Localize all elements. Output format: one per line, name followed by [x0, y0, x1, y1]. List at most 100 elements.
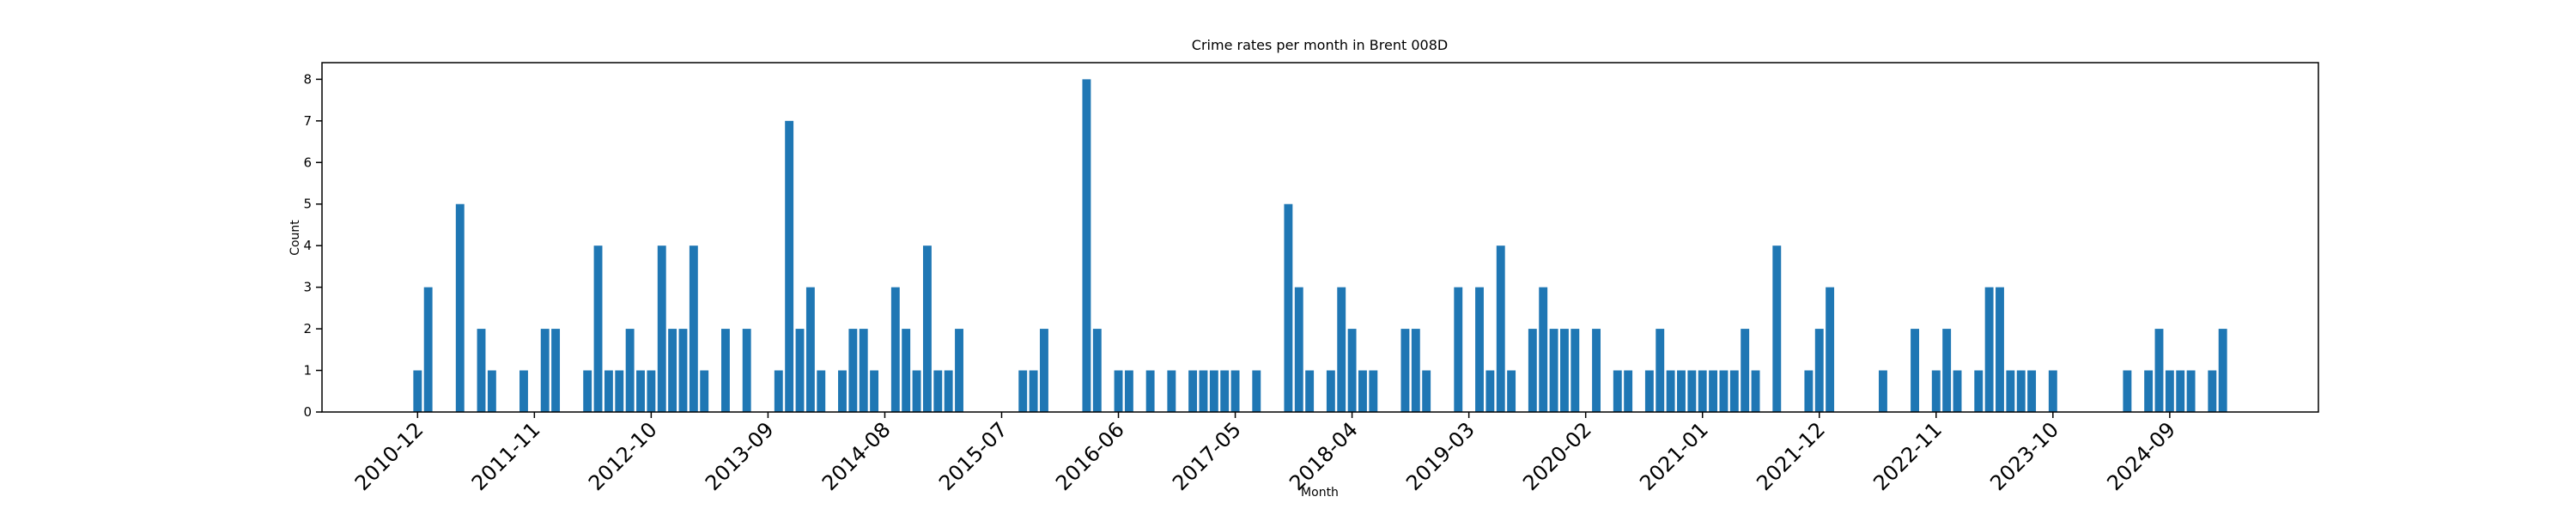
x-tick-label: 2020-02 [1518, 417, 1596, 495]
bar [1942, 329, 1952, 412]
bar [625, 329, 635, 412]
bar [795, 329, 805, 412]
bar [1613, 370, 1622, 412]
bar [2208, 370, 2217, 412]
x-tick-label: 2016-06 [1051, 417, 1129, 495]
bar [1804, 370, 1814, 412]
y-axis-label: Count [289, 220, 302, 256]
bar [2027, 370, 2037, 412]
bar [1698, 370, 1707, 412]
bar [1475, 287, 1484, 412]
bar [785, 120, 794, 413]
bar [2186, 370, 2196, 412]
bar [1400, 329, 1410, 412]
bar [1549, 329, 1558, 412]
bar [1559, 329, 1569, 412]
x-tick-label: 2023-10 [1985, 417, 2063, 495]
bar [413, 370, 422, 412]
x-tick-label: 2024-09 [2102, 417, 2180, 495]
bar [647, 370, 656, 412]
x-tick-label: 2021-01 [1635, 417, 1713, 495]
bar [1879, 370, 1887, 412]
bar [593, 245, 603, 412]
y-tick-label: 2 [303, 321, 312, 336]
bar [551, 329, 561, 412]
bar [1252, 370, 1261, 412]
bar [817, 370, 826, 412]
bar [1199, 370, 1208, 412]
bar [668, 329, 677, 412]
bar [1124, 370, 1133, 412]
bar [604, 370, 613, 412]
bar [1209, 370, 1218, 412]
bar [774, 370, 783, 412]
y-tick-label: 7 [303, 113, 312, 129]
y-tick-label: 5 [303, 197, 312, 212]
bar [1709, 370, 1718, 412]
bar [1082, 79, 1091, 412]
bar [1220, 370, 1230, 412]
bar [1507, 370, 1516, 412]
bar [912, 370, 921, 412]
bar [1018, 370, 1028, 412]
bar [2006, 370, 2015, 412]
bar [1656, 329, 1665, 412]
bar [477, 329, 486, 412]
bar [1826, 287, 1835, 412]
bar [1687, 370, 1697, 412]
bar [902, 329, 911, 412]
bar [1911, 329, 1919, 412]
bar [2048, 370, 2057, 412]
bar [859, 329, 868, 412]
bar [1772, 245, 1782, 412]
bar [2016, 370, 2026, 412]
bar [1326, 370, 1335, 412]
bar [1145, 370, 1155, 412]
bar [890, 287, 900, 412]
x-tick-label: 2017-05 [1168, 417, 1246, 495]
y-tick-label: 1 [303, 363, 312, 379]
bar [1230, 370, 1240, 412]
bar [870, 370, 879, 412]
bar [1496, 245, 1505, 412]
y-tick-label: 4 [303, 238, 312, 253]
bar [636, 370, 645, 412]
bar [519, 370, 528, 412]
bar [1114, 370, 1123, 412]
y-tick-label: 3 [303, 280, 312, 295]
x-tick-label: 2019-03 [1401, 417, 1479, 495]
x-tick-label: 2012-10 [584, 417, 662, 495]
bar [1751, 370, 1760, 412]
bar [1305, 370, 1315, 412]
bar [1592, 329, 1601, 412]
bar [1539, 287, 1548, 412]
bar [700, 370, 709, 412]
bar [540, 329, 550, 412]
bar [721, 329, 730, 412]
bar [1029, 370, 1038, 412]
y-tick-label: 8 [303, 71, 312, 87]
bar [742, 329, 751, 412]
bar [1644, 370, 1654, 412]
bar [1677, 370, 1686, 412]
bar [1814, 329, 1824, 412]
bar [423, 287, 433, 412]
x-tick-label: 2013-09 [701, 417, 779, 495]
bar [1719, 370, 1728, 412]
bar [1729, 370, 1739, 412]
bar [689, 245, 698, 412]
bar [2218, 329, 2227, 412]
x-axis-label: Month [1301, 486, 1339, 500]
bar [805, 287, 815, 412]
bar [2154, 329, 2164, 412]
plot-frame [321, 62, 2319, 413]
bar [1337, 287, 1346, 412]
x-tick-label: 2015-07 [934, 417, 1012, 495]
x-tick-label: 2010-12 [350, 417, 428, 495]
bar [1347, 329, 1357, 412]
bar [944, 370, 953, 412]
x-tick-label: 2011-11 [467, 417, 545, 495]
bar [1369, 370, 1378, 412]
bar [1984, 287, 1994, 412]
bar [1666, 370, 1675, 412]
